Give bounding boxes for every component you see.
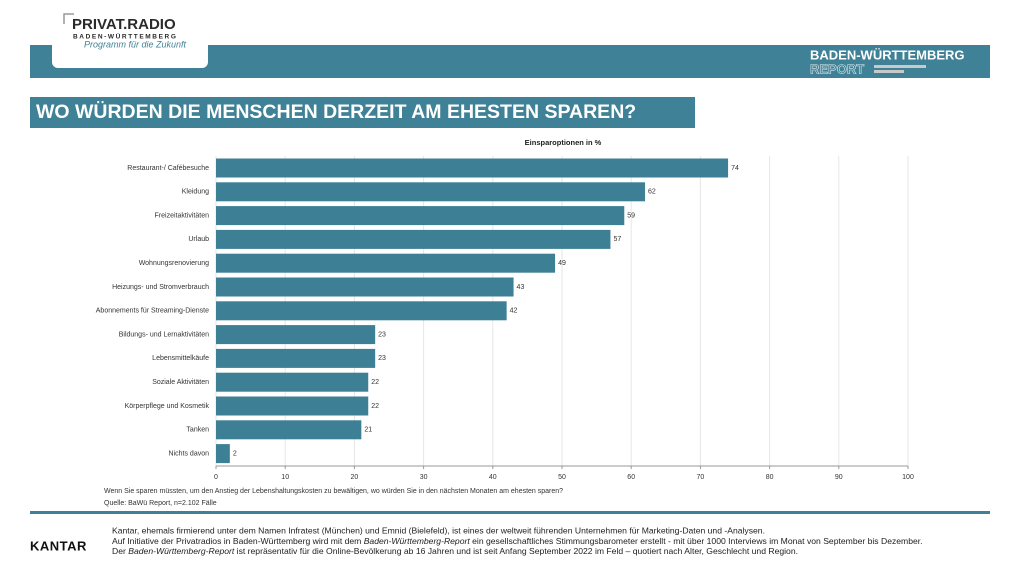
x-tick-label: 20	[351, 474, 359, 481]
text: Baden-Württemberg-Report	[128, 546, 235, 556]
x-tick-label: 90	[835, 474, 843, 481]
value-label: 62	[648, 189, 656, 196]
question: Wenn Sie sparen müssten, um den Anstieg …	[104, 488, 563, 495]
footer-text: Kantar, ehemals firmierend unter dem Nam…	[112, 525, 765, 535]
y-tick-label: Tanken	[186, 427, 209, 434]
y-tick-label: Lebensmittelkäufe	[152, 355, 209, 362]
text: Auf Initiative der Privatradios in Baden…	[112, 536, 364, 546]
y-tick-label: Freizeitaktivitäten	[155, 212, 210, 219]
bar	[216, 277, 514, 297]
x-tick-label: 0	[214, 474, 218, 481]
y-tick-label: Soziale Aktivitäten	[152, 379, 209, 386]
logo-region: BADEN-WÜRTTEMBERG	[73, 32, 177, 41]
x-tick-label: 10	[281, 474, 289, 481]
value-label: 22	[371, 379, 379, 386]
y-tick-label: Restaurant-/ Cafébesuche	[127, 165, 209, 172]
bar	[216, 206, 625, 226]
y-tick-label: Urlaub	[188, 236, 209, 243]
title-box	[30, 97, 695, 128]
chart-subtitle: Einsparoptionen in %	[525, 138, 602, 147]
logo-box	[52, 8, 208, 68]
value-label: 49	[558, 260, 566, 267]
report-subtitle: REPORT	[810, 61, 864, 76]
logo-tagline: Programm für die Zukunft	[84, 39, 187, 49]
value-label: 42	[510, 308, 518, 315]
value-label: 23	[378, 355, 386, 362]
bar	[216, 301, 507, 321]
value-label: 2	[233, 450, 237, 457]
y-tick-label: Heizungs- und Stromverbrauch	[112, 284, 209, 291]
y-tick-label: Bildungs- und Lernaktivitäten	[119, 331, 209, 338]
bar	[216, 158, 729, 178]
x-tick-label: 30	[420, 474, 428, 481]
report-deco	[874, 70, 904, 73]
value-label: 43	[517, 284, 525, 291]
slide-title: WO WÜRDEN DIE MENSCHEN DERZEIT AM EHESTE…	[36, 100, 636, 123]
bar	[216, 348, 376, 368]
kantar-logo: KANTAR	[30, 538, 87, 553]
bar	[216, 229, 611, 249]
value-label: 74	[731, 165, 739, 172]
value-label: 59	[627, 212, 635, 219]
text: ist repräsentativ für die Online-Bevölke…	[234, 546, 798, 556]
footer-text: Auf Initiative der Privatradios in Baden…	[112, 536, 923, 546]
footer-text: Der Baden-Württemberg-Report ist repräse…	[112, 546, 798, 556]
y-tick-label: Körperpflege und Kosmetik	[125, 403, 210, 410]
value-label: 23	[378, 331, 386, 338]
bar	[216, 325, 376, 345]
chart: 0 10 20 30 40 50 60 70 80 90 100 Restaurant-/ Caféb…	[96, 156, 914, 481]
x-tick-label: 60	[627, 474, 635, 481]
text: Der	[112, 546, 128, 556]
logo-title: PRIVAT.RADIO	[72, 16, 176, 33]
x-tick-label: 100	[902, 474, 914, 481]
bar	[216, 444, 230, 464]
logo-corner	[63, 13, 74, 24]
bar	[216, 396, 369, 416]
value-label: 22	[371, 403, 379, 410]
report-deco	[874, 65, 926, 68]
y-tick-label: Kleidung	[182, 189, 209, 196]
y-tick-label: Nichts davon	[169, 450, 210, 457]
bar	[216, 253, 556, 273]
footer-line	[30, 511, 990, 514]
bar	[216, 182, 646, 202]
text: ein gesellschaftliches Stimmungsbaromete…	[470, 536, 923, 546]
x-tick-label: 50	[558, 474, 566, 481]
bar	[216, 372, 369, 392]
text: Baden-Württemberg-Report	[364, 536, 471, 546]
source: Quelle: BaWü Report, n=2.102 Fälle	[104, 500, 217, 507]
value-label: 57	[613, 236, 621, 243]
report-title: BADEN-WÜRTTEMBERG	[810, 47, 965, 62]
x-tick-label: 80	[766, 474, 774, 481]
x-tick-label: 70	[697, 474, 705, 481]
y-tick-label: Abonnements für Streaming-Dienste	[96, 308, 209, 315]
x-tick-label: 40	[489, 474, 497, 481]
y-tick-label: Wohnungsrenovierung	[139, 260, 209, 267]
bar	[216, 420, 362, 440]
value-label: 21	[364, 427, 372, 434]
